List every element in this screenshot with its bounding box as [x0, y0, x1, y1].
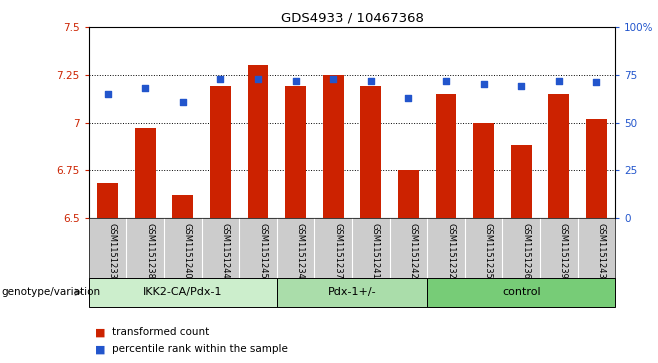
Bar [361, 86, 381, 218]
Bar [247, 65, 268, 218]
Point [366, 78, 376, 83]
Point [403, 95, 414, 101]
Bar [473, 122, 494, 218]
Text: GSM1151236: GSM1151236 [521, 223, 530, 278]
Point [591, 79, 601, 85]
Point [178, 99, 188, 105]
Text: GSM1151234: GSM1151234 [295, 223, 305, 278]
Text: control: control [502, 287, 540, 297]
Text: GSM1151245: GSM1151245 [258, 223, 267, 278]
Bar [210, 86, 231, 218]
Point [553, 78, 564, 83]
Text: IKK2-CA/Pdx-1: IKK2-CA/Pdx-1 [143, 287, 222, 297]
Text: Pdx-1+/-: Pdx-1+/- [328, 287, 376, 297]
Title: GDS4933 / 10467368: GDS4933 / 10467368 [280, 12, 424, 25]
Point [516, 83, 526, 89]
Point [328, 76, 338, 82]
Bar [172, 195, 193, 218]
Text: GSM1151242: GSM1151242 [409, 223, 417, 278]
Point [103, 91, 113, 97]
Text: ■: ■ [95, 344, 106, 354]
Point [478, 82, 489, 87]
Point [140, 85, 151, 91]
Point [290, 78, 301, 83]
Point [253, 76, 263, 82]
Text: percentile rank within the sample: percentile rank within the sample [112, 344, 288, 354]
Text: GSM1151240: GSM1151240 [183, 223, 192, 278]
Bar [427, 278, 615, 307]
Bar [436, 94, 457, 218]
Bar [89, 278, 277, 307]
Text: GSM1151241: GSM1151241 [371, 223, 380, 278]
Text: genotype/variation: genotype/variation [1, 287, 101, 297]
Bar [398, 170, 418, 218]
Bar [97, 184, 118, 218]
Bar [135, 128, 155, 218]
Text: GSM1151238: GSM1151238 [145, 223, 154, 278]
Bar [511, 145, 532, 218]
Text: GSM1151232: GSM1151232 [446, 223, 455, 278]
Text: GSM1151244: GSM1151244 [220, 223, 230, 278]
Bar [286, 86, 306, 218]
Text: GSM1151233: GSM1151233 [108, 223, 116, 278]
Text: GSM1151243: GSM1151243 [596, 223, 605, 278]
Bar [323, 75, 343, 218]
Text: GSM1151235: GSM1151235 [484, 223, 493, 278]
Text: ■: ■ [95, 327, 106, 337]
Bar [549, 94, 569, 218]
Point [215, 76, 226, 82]
Text: GSM1151237: GSM1151237 [333, 223, 342, 278]
Bar [586, 119, 607, 218]
Text: GSM1151239: GSM1151239 [559, 223, 568, 278]
Bar [277, 278, 427, 307]
Text: transformed count: transformed count [112, 327, 209, 337]
Point [441, 78, 451, 83]
